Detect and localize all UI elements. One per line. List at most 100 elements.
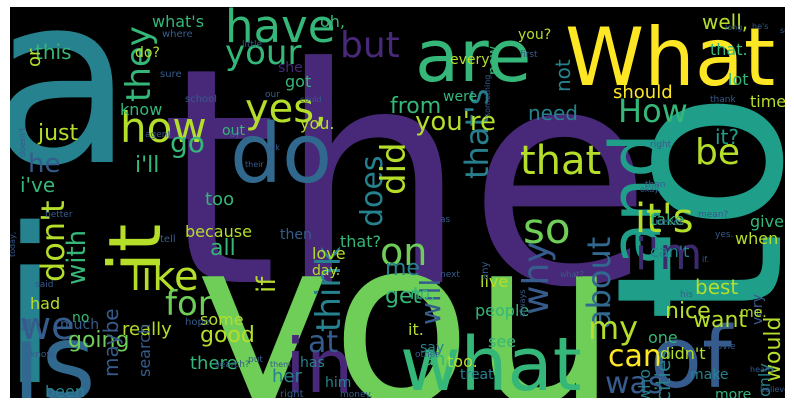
cloud-word: thank xyxy=(710,95,736,105)
cloud-word: going xyxy=(68,328,129,353)
cloud-word: will xyxy=(414,279,447,325)
cloud-word: heard xyxy=(750,365,773,374)
cloud-word: is xyxy=(12,302,96,398)
cloud-word: believe xyxy=(760,385,785,394)
cloud-word: ah xyxy=(423,349,445,370)
cloud-word: then xyxy=(280,227,312,243)
cloud-word: good xyxy=(200,323,255,348)
cloud-word: How xyxy=(618,92,688,130)
cloud-word: has xyxy=(300,355,325,371)
cloud-word: were xyxy=(443,89,477,105)
cloud-word: and xyxy=(595,133,677,265)
cloud-word: more xyxy=(715,387,751,398)
cloud-word: about xyxy=(580,237,618,329)
cloud-word: that's xyxy=(458,89,496,179)
cloud-word: new xyxy=(486,46,502,75)
cloud-word: hope xyxy=(185,317,210,328)
cloud-word: in xyxy=(285,322,353,398)
cloud-word: our xyxy=(265,90,280,100)
cloud-word: search xyxy=(135,324,154,377)
cloud-word: like xyxy=(130,254,199,300)
cloud-word: never xyxy=(655,217,685,228)
cloud-word: her xyxy=(272,366,302,387)
cloud-word: what's xyxy=(152,12,204,31)
cloud-word: been xyxy=(45,382,85,398)
cloud-word: him xyxy=(325,375,351,391)
cloud-word: he xyxy=(28,149,60,179)
cloud-word: she xyxy=(278,60,303,76)
cloud-word: that. xyxy=(710,40,748,59)
cloud-word: love xyxy=(312,244,346,263)
cloud-word: their xyxy=(245,160,264,169)
cloud-word: would xyxy=(761,317,785,382)
cloud-word: this xyxy=(35,40,72,64)
cloud-word: any xyxy=(480,262,491,280)
cloud-word: there xyxy=(190,353,238,374)
cloud-word: people xyxy=(475,301,529,320)
cloud-word: know. xyxy=(30,350,56,360)
cloud-word: no xyxy=(72,310,89,326)
cloud-word: lot xyxy=(728,70,749,89)
cloud-word: i've xyxy=(20,173,55,197)
cloud-word: best xyxy=(695,275,738,299)
cloud-word: other xyxy=(415,350,439,360)
cloud-word: maybe xyxy=(99,308,123,377)
cloud-word: sure xyxy=(160,69,182,80)
cloud-word: know xyxy=(120,100,162,119)
cloud-word: What xyxy=(565,11,775,104)
cloud-word: them xyxy=(270,360,291,369)
cloud-word: we xyxy=(20,304,74,348)
cloud-word: something xyxy=(483,75,492,117)
cloud-word: sounds xyxy=(780,26,785,35)
cloud-word: want xyxy=(693,308,747,333)
cloud-word: me xyxy=(385,256,420,281)
cloud-word: movie xyxy=(708,342,736,352)
cloud-word: on xyxy=(380,230,427,274)
cloud-word: what? xyxy=(560,270,584,279)
cloud-word: some xyxy=(200,310,244,329)
cloud-word: what xyxy=(400,322,582,398)
cloud-word: with xyxy=(62,230,92,285)
cloud-word: you? xyxy=(518,27,551,43)
cloud-word: give xyxy=(750,212,784,231)
cloud-word: have xyxy=(225,7,335,53)
cloud-word: take xyxy=(650,210,685,229)
cloud-word: at xyxy=(308,325,338,360)
cloud-word: should xyxy=(613,82,673,103)
cloud-word: one xyxy=(648,328,678,347)
cloud-word: the xyxy=(160,7,652,353)
cloud-word: nice xyxy=(665,299,711,324)
cloud-word: say xyxy=(420,340,444,356)
cloud-word: day. xyxy=(312,263,340,279)
cloud-word: talk xyxy=(265,143,280,152)
cloud-word: had xyxy=(30,294,60,313)
cloud-word: did xyxy=(374,142,414,195)
cloud-word: why xyxy=(516,241,557,315)
cloud-word: a xyxy=(10,7,134,218)
cloud-word: i'll xyxy=(135,153,159,178)
cloud-word: how xyxy=(120,103,207,152)
cloud-word: first xyxy=(520,50,538,60)
cloud-word: today, xyxy=(10,232,17,257)
cloud-word: but xyxy=(340,25,400,66)
cloud-word: put xyxy=(248,355,263,365)
cloud-word: not xyxy=(551,59,575,92)
cloud-word: could xyxy=(300,95,322,104)
cloud-word: long xyxy=(725,23,742,32)
cloud-word: very xyxy=(750,294,766,325)
cloud-word: go xyxy=(170,126,205,159)
cloud-word: who xyxy=(635,369,654,398)
cloud-word: you xyxy=(195,190,618,398)
cloud-word: money. xyxy=(340,390,372,398)
cloud-word: yes. xyxy=(715,230,733,240)
cloud-word: next xyxy=(440,270,460,280)
cloud-word: well, xyxy=(702,10,748,34)
cloud-word: always xyxy=(518,290,527,317)
cloud-word: make xyxy=(690,367,728,383)
cloud-word: tell xyxy=(160,234,176,245)
cloud-word: you. xyxy=(300,114,334,133)
cloud-word: agent xyxy=(145,130,171,140)
cloud-word: school xyxy=(185,94,217,105)
cloud-word: you're xyxy=(415,107,496,137)
cloud-word: your xyxy=(225,33,301,73)
